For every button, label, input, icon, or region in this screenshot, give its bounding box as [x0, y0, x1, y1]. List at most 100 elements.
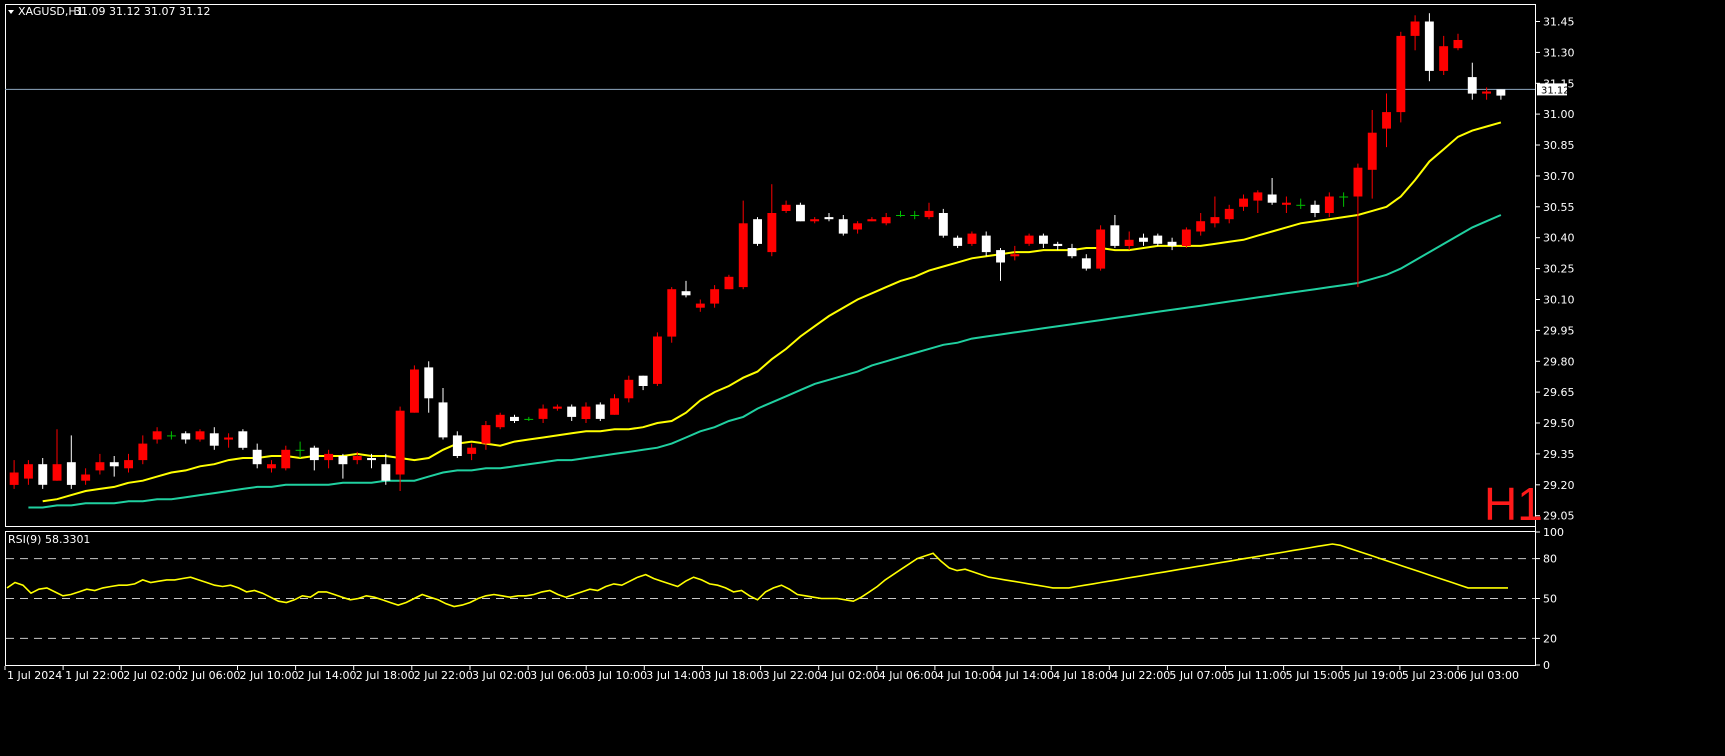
candle-body	[567, 406, 577, 417]
candle	[896, 210, 905, 218]
candle-body	[24, 464, 33, 479]
candle	[309, 445, 319, 471]
candle	[710, 285, 720, 308]
candle	[367, 453, 376, 469]
candle	[953, 235, 963, 248]
time-tick-label: 5 Jul 19:00	[1344, 669, 1403, 682]
candle-body	[81, 474, 91, 481]
time-tick-label: 4 Jul 14:00	[995, 669, 1054, 682]
candle	[381, 453, 391, 485]
price-tick-label: 30.25	[1543, 263, 1575, 276]
candle	[996, 248, 1005, 281]
ma-slow-line	[28, 214, 1502, 509]
candle-body	[66, 462, 76, 485]
candle	[9, 460, 19, 489]
candle	[1024, 233, 1034, 246]
candle	[252, 443, 262, 469]
candle	[1053, 241, 1063, 251]
candle	[267, 460, 276, 473]
time-tick-label: 3 Jul 14:00	[646, 669, 705, 682]
price-panel-frame	[5, 4, 1536, 527]
price-tick-label: 30.85	[1543, 139, 1575, 152]
candle	[410, 365, 419, 413]
candle	[981, 231, 991, 257]
time-tick-label: 2 Jul 02:00	[123, 669, 182, 682]
time-tick-label: 3 Jul 02:00	[472, 669, 531, 682]
candle	[552, 404, 562, 411]
candle	[1453, 33, 1463, 51]
candle	[1439, 35, 1449, 75]
candle	[967, 231, 977, 246]
time-tick-label: 2 Jul 06:00	[181, 669, 240, 682]
candle-body	[1167, 241, 1177, 246]
price-tick-label: 29.80	[1543, 355, 1575, 368]
candle	[924, 202, 934, 220]
candle	[1124, 231, 1134, 251]
candle	[138, 435, 148, 465]
candle	[881, 213, 891, 226]
candle	[567, 404, 577, 421]
candle	[1253, 190, 1263, 213]
rsi-line	[6, 543, 1508, 608]
candle-body	[1067, 248, 1077, 257]
candle	[1367, 110, 1377, 199]
candle-body	[838, 219, 848, 234]
candle-body	[796, 204, 805, 222]
rsi-tick-label: 20	[1543, 632, 1557, 645]
candle-body	[52, 464, 62, 481]
candle	[624, 375, 634, 403]
candle-body	[467, 447, 477, 454]
candle-body	[352, 456, 362, 461]
candle	[653, 332, 662, 386]
candle	[338, 453, 348, 479]
price-tick-label: 29.20	[1543, 479, 1575, 492]
price-tick-label: 29.35	[1543, 448, 1575, 461]
candle-body	[1253, 192, 1263, 201]
candle	[66, 435, 76, 489]
candle-body	[1482, 91, 1491, 94]
candle-body	[1310, 204, 1320, 213]
candle-body	[1353, 167, 1363, 197]
candle	[1324, 192, 1334, 218]
candle	[1196, 213, 1206, 236]
time-tick-label: 1 Jul 22:00	[65, 669, 124, 682]
candle	[1296, 198, 1306, 209]
ma-fast-line	[42, 121, 1502, 503]
candle-body	[109, 462, 119, 467]
candle	[281, 445, 291, 471]
candle-body	[710, 289, 720, 304]
candle	[238, 429, 248, 450]
candle-body	[510, 416, 519, 421]
candle	[224, 433, 233, 448]
chart-header[interactable]: XAGUSD,H1 31.09 31.12 31.07 31.12	[8, 5, 210, 18]
candle-body	[295, 449, 305, 451]
candle-body	[1081, 258, 1091, 269]
candle	[738, 200, 748, 290]
candle-body	[824, 217, 834, 220]
candle-body	[1410, 21, 1420, 36]
price-tick-label: 29.95	[1543, 324, 1575, 337]
candle	[181, 431, 191, 444]
candle-body	[1467, 77, 1477, 94]
price-tick-label: 30.70	[1543, 170, 1575, 183]
time-tick-label: 4 Jul 22:00	[1111, 669, 1170, 682]
candle-body	[1224, 208, 1234, 220]
candle-body	[1010, 254, 1020, 257]
candle	[667, 287, 677, 343]
candle	[438, 388, 448, 440]
candle-body	[1296, 204, 1306, 206]
header-dropdown-icon[interactable]	[8, 10, 14, 14]
time-tick-label: 5 Jul 07:00	[1169, 669, 1228, 682]
candle	[1382, 93, 1391, 148]
candle	[1267, 178, 1277, 205]
candle-body	[681, 291, 691, 296]
candle-body	[209, 433, 219, 446]
candle-body	[724, 276, 734, 290]
candle-body	[138, 443, 148, 461]
time-tick-label: 3 Jul 06:00	[530, 669, 589, 682]
price-tick-label: 29.50	[1543, 417, 1575, 430]
candle-body	[1367, 132, 1377, 170]
price-tick-label: 29.05	[1543, 510, 1575, 523]
candle-body	[395, 410, 405, 475]
